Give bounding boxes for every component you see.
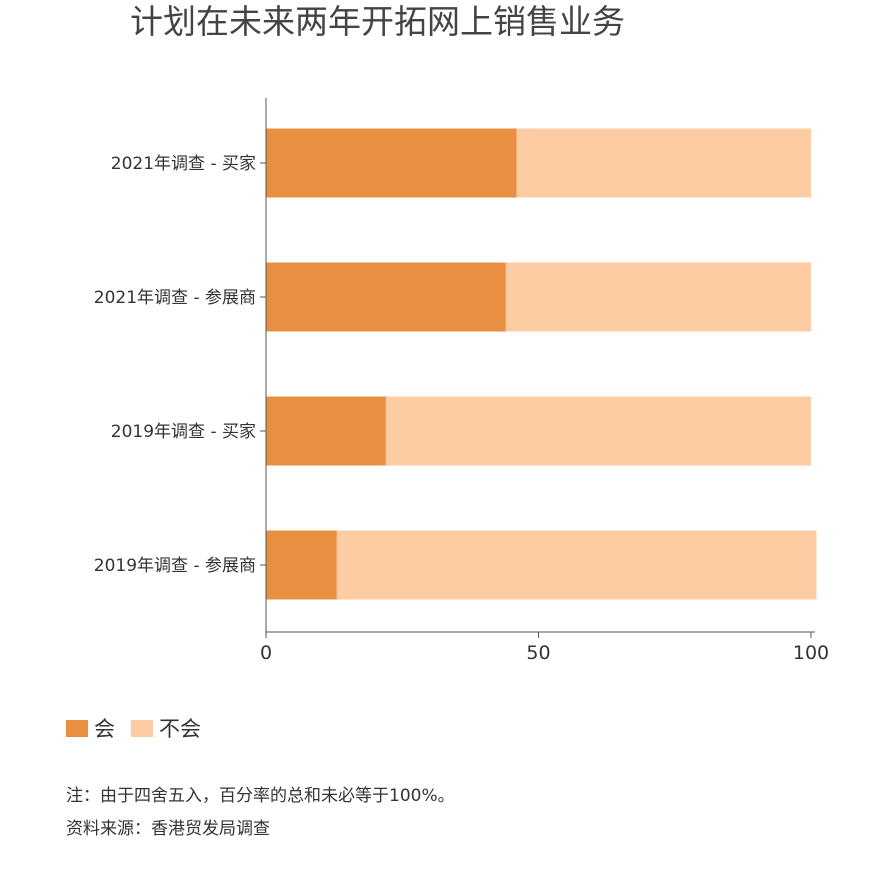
bar-no-2 [385,396,811,466]
bar-chart: 2021年调查 - 买家 2021年调查 - 参展商 2019年调查 - 买家 201… [94,98,829,664]
bar-yes-0 [266,128,517,198]
chart-title: 计划在未来两年开拓网上销售业务 [130,2,625,41]
x-tick-label-1: 50 [526,642,550,664]
bar-yes-1 [266,262,506,332]
bar-yes-3 [266,530,337,600]
category-label-0: 2021年调查 - 买家 [111,154,256,174]
category-labels: 2021年调查 - 买家 2021年调查 - 参展商 2019年调查 - 买家 201… [94,154,256,576]
footnote-source: 资料来源：香港贸发局调查 [66,819,270,839]
bar-no-3 [336,530,817,600]
legend: 会 不会 [66,713,217,743]
legend-item-no: 不会 [131,713,201,743]
category-label-3: 2019年调查 - 参展商 [94,556,256,576]
category-label-2: 2019年调查 - 买家 [111,422,256,442]
category-label-1: 2021年调查 - 参展商 [94,288,256,308]
legend-label-yes: 会 [94,717,115,741]
bar-yes-2 [266,396,386,466]
legend-label-no: 不会 [159,717,201,741]
footnote-rounding: 注：由于四舍五入，百分率的总和未必等于100%。 [66,786,455,806]
x-tick-label-0: 0 [260,642,272,664]
legend-swatch-yes [66,719,88,737]
bar-no-0 [516,128,811,198]
legend-item-yes: 会 [66,713,115,743]
bars-group [266,128,817,600]
x-tick-label-2: 100 [793,642,829,664]
bar-no-1 [505,262,811,332]
legend-swatch-no [131,719,153,737]
axes-group: 0 50 100 [260,98,829,664]
